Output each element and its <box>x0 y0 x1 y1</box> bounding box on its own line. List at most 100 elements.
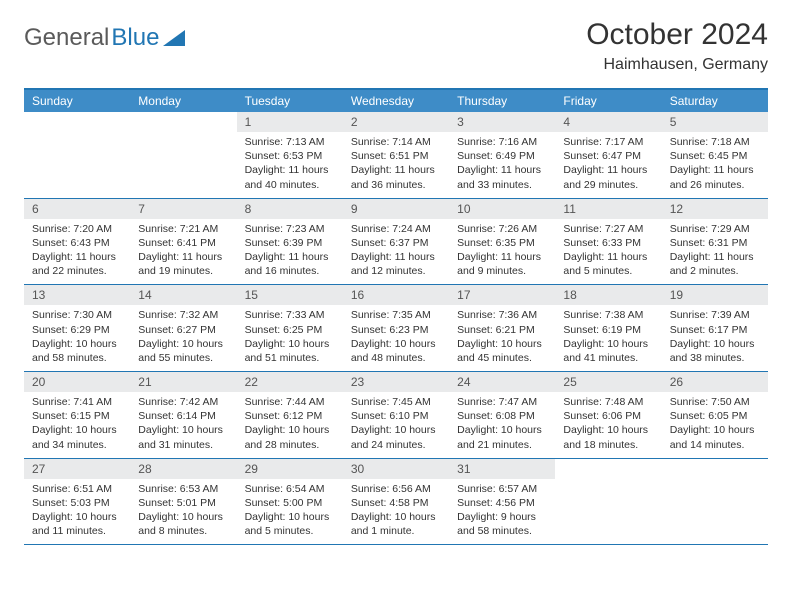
day-number: 6 <box>24 199 130 219</box>
day-body: Sunrise: 7:45 AMSunset: 6:10 PMDaylight:… <box>343 392 449 458</box>
daylight-text: Daylight: 10 hours and 38 minutes. <box>670 337 760 365</box>
calendar-week: 27Sunrise: 6:51 AMSunset: 5:03 PMDayligh… <box>24 459 768 546</box>
day-body: Sunrise: 6:56 AMSunset: 4:58 PMDaylight:… <box>343 479 449 545</box>
calendar-cell: 4Sunrise: 7:17 AMSunset: 6:47 PMDaylight… <box>555 112 661 198</box>
calendar-cell: . <box>555 459 661 545</box>
sunset-text: Sunset: 6:49 PM <box>457 149 547 163</box>
sunset-text: Sunset: 6:35 PM <box>457 236 547 250</box>
calendar-cell: 9Sunrise: 7:24 AMSunset: 6:37 PMDaylight… <box>343 199 449 285</box>
day-number: 11 <box>555 199 661 219</box>
calendar-cell: . <box>130 112 236 198</box>
day-number: 29 <box>237 459 343 479</box>
calendar-cell: 29Sunrise: 6:54 AMSunset: 5:00 PMDayligh… <box>237 459 343 545</box>
sunrise-text: Sunrise: 7:32 AM <box>138 308 228 322</box>
calendar-week: 20Sunrise: 7:41 AMSunset: 6:15 PMDayligh… <box>24 372 768 459</box>
calendar-cell: 18Sunrise: 7:38 AMSunset: 6:19 PMDayligh… <box>555 285 661 371</box>
daylight-text: Daylight: 11 hours and 19 minutes. <box>138 250 228 278</box>
calendar-cell: 22Sunrise: 7:44 AMSunset: 6:12 PMDayligh… <box>237 372 343 458</box>
sunset-text: Sunset: 5:00 PM <box>245 496 335 510</box>
day-number: 13 <box>24 285 130 305</box>
day-body: Sunrise: 6:51 AMSunset: 5:03 PMDaylight:… <box>24 479 130 545</box>
daylight-text: Daylight: 11 hours and 12 minutes. <box>351 250 441 278</box>
daylight-text: Daylight: 10 hours and 41 minutes. <box>563 337 653 365</box>
calendar-week: ..1Sunrise: 7:13 AMSunset: 6:53 PMDaylig… <box>24 112 768 199</box>
daylight-text: Daylight: 10 hours and 5 minutes. <box>245 510 335 538</box>
sunrise-text: Sunrise: 6:54 AM <box>245 482 335 496</box>
sunset-text: Sunset: 6:41 PM <box>138 236 228 250</box>
day-number: 25 <box>555 372 661 392</box>
sunrise-text: Sunrise: 7:44 AM <box>245 395 335 409</box>
sunrise-text: Sunrise: 7:50 AM <box>670 395 760 409</box>
day-body: Sunrise: 7:21 AMSunset: 6:41 PMDaylight:… <box>130 219 236 285</box>
day-body: Sunrise: 7:41 AMSunset: 6:15 PMDaylight:… <box>24 392 130 458</box>
day-number: 10 <box>449 199 555 219</box>
location-label: Haimhausen, Germany <box>586 56 768 74</box>
day-number: 23 <box>343 372 449 392</box>
day-body: Sunrise: 7:35 AMSunset: 6:23 PMDaylight:… <box>343 305 449 371</box>
day-number: 28 <box>130 459 236 479</box>
daylight-text: Daylight: 11 hours and 5 minutes. <box>563 250 653 278</box>
brand-triangle-icon <box>163 30 185 46</box>
calendar-cell: 1Sunrise: 7:13 AMSunset: 6:53 PMDaylight… <box>237 112 343 198</box>
calendar-cell: 6Sunrise: 7:20 AMSunset: 6:43 PMDaylight… <box>24 199 130 285</box>
day-number: 22 <box>237 372 343 392</box>
day-body: Sunrise: 7:44 AMSunset: 6:12 PMDaylight:… <box>237 392 343 458</box>
sunset-text: Sunset: 6:10 PM <box>351 409 441 423</box>
day-number: 8 <box>237 199 343 219</box>
sunset-text: Sunset: 6:25 PM <box>245 323 335 337</box>
day-number: 18 <box>555 285 661 305</box>
page-title: October 2024 <box>586 18 768 52</box>
sunrise-text: Sunrise: 7:18 AM <box>670 135 760 149</box>
calendar-cell: 14Sunrise: 7:32 AMSunset: 6:27 PMDayligh… <box>130 285 236 371</box>
sunset-text: Sunset: 6:23 PM <box>351 323 441 337</box>
calendar-cell: 31Sunrise: 6:57 AMSunset: 4:56 PMDayligh… <box>449 459 555 545</box>
weeks-container: ..1Sunrise: 7:13 AMSunset: 6:53 PMDaylig… <box>24 112 768 545</box>
sunrise-text: Sunrise: 7:23 AM <box>245 222 335 236</box>
sunset-text: Sunset: 4:58 PM <box>351 496 441 510</box>
sunset-text: Sunset: 6:17 PM <box>670 323 760 337</box>
day-number: 15 <box>237 285 343 305</box>
sunrise-text: Sunrise: 7:14 AM <box>351 135 441 149</box>
calendar-cell: . <box>24 112 130 198</box>
daylight-text: Daylight: 9 hours and 58 minutes. <box>457 510 547 538</box>
daylight-text: Daylight: 10 hours and 48 minutes. <box>351 337 441 365</box>
sunset-text: Sunset: 5:03 PM <box>32 496 122 510</box>
dayname-sunday: Sunday <box>24 90 130 112</box>
daylight-text: Daylight: 11 hours and 33 minutes. <box>457 163 547 191</box>
header: GeneralBlue October 2024 Haimhausen, Ger… <box>24 18 768 74</box>
sunset-text: Sunset: 6:21 PM <box>457 323 547 337</box>
day-body: Sunrise: 7:26 AMSunset: 6:35 PMDaylight:… <box>449 219 555 285</box>
day-number: 4 <box>555 112 661 132</box>
calendar-cell: 12Sunrise: 7:29 AMSunset: 6:31 PMDayligh… <box>662 199 768 285</box>
dayname-tuesday: Tuesday <box>237 90 343 112</box>
sunrise-text: Sunrise: 7:24 AM <box>351 222 441 236</box>
day-number: 5 <box>662 112 768 132</box>
sunset-text: Sunset: 4:56 PM <box>457 496 547 510</box>
title-block: October 2024 Haimhausen, Germany <box>586 18 768 74</box>
brand-logo: GeneralBlue <box>24 18 185 52</box>
calendar-cell: 7Sunrise: 7:21 AMSunset: 6:41 PMDaylight… <box>130 199 236 285</box>
calendar-cell: 10Sunrise: 7:26 AMSunset: 6:35 PMDayligh… <box>449 199 555 285</box>
daylight-text: Daylight: 10 hours and 58 minutes. <box>32 337 122 365</box>
sunrise-text: Sunrise: 7:20 AM <box>32 222 122 236</box>
day-body: Sunrise: 7:48 AMSunset: 6:06 PMDaylight:… <box>555 392 661 458</box>
sunset-text: Sunset: 6:19 PM <box>563 323 653 337</box>
sunrise-text: Sunrise: 7:36 AM <box>457 308 547 322</box>
calendar-cell: 30Sunrise: 6:56 AMSunset: 4:58 PMDayligh… <box>343 459 449 545</box>
sunrise-text: Sunrise: 7:42 AM <box>138 395 228 409</box>
day-body: Sunrise: 7:13 AMSunset: 6:53 PMDaylight:… <box>237 132 343 198</box>
dayname-thursday: Thursday <box>449 90 555 112</box>
calendar-cell: 11Sunrise: 7:27 AMSunset: 6:33 PMDayligh… <box>555 199 661 285</box>
day-body: Sunrise: 7:27 AMSunset: 6:33 PMDaylight:… <box>555 219 661 285</box>
sunrise-text: Sunrise: 7:29 AM <box>670 222 760 236</box>
day-number: 12 <box>662 199 768 219</box>
daylight-text: Daylight: 10 hours and 31 minutes. <box>138 423 228 451</box>
sunrise-text: Sunrise: 7:17 AM <box>563 135 653 149</box>
calendar-cell: 15Sunrise: 7:33 AMSunset: 6:25 PMDayligh… <box>237 285 343 371</box>
day-number: 2 <box>343 112 449 132</box>
day-body: Sunrise: 7:42 AMSunset: 6:14 PMDaylight:… <box>130 392 236 458</box>
sunrise-text: Sunrise: 7:21 AM <box>138 222 228 236</box>
day-body: Sunrise: 6:54 AMSunset: 5:00 PMDaylight:… <box>237 479 343 545</box>
day-number: 30 <box>343 459 449 479</box>
sunrise-text: Sunrise: 7:35 AM <box>351 308 441 322</box>
